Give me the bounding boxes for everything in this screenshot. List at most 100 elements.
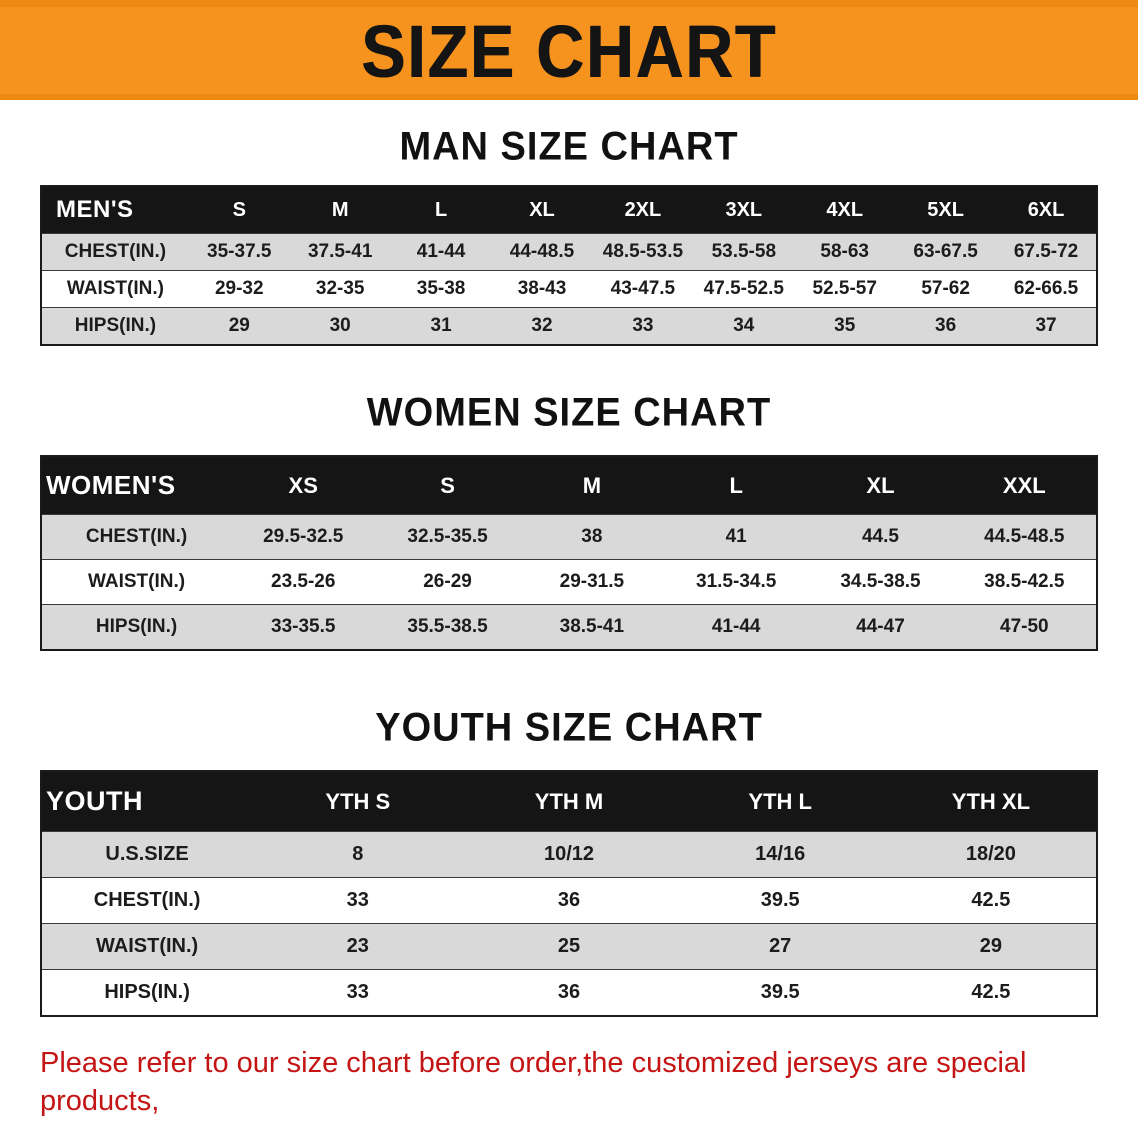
youth-value-cell: 25 — [463, 923, 675, 970]
mens-value-cell: 62-66.5 — [996, 270, 1097, 308]
womens-table-row: HIPS(IN.) 33-35.5 35.5-38.5 38.5-41 41-44 44-… — [41, 604, 1097, 650]
mens-table-row: CHEST(IN.) 35-37.5 37.5-41 41-44 44-48.5 48.5… — [41, 233, 1097, 271]
mens-value-cell: 36 — [895, 307, 997, 345]
notice-line-2: we don't accept cancel, change, teturn o… — [40, 1128, 1098, 1132]
mens-value-cell: 67.5-72 — [996, 233, 1097, 271]
mens-section: MAN SIZE CHART MEN'S S M L XL 2XL 3XL 4XL 5XL 6XL C… — [40, 125, 1098, 346]
youth-value-cell: 18/20 — [885, 831, 1097, 878]
womens-table: WOMEN'S XS S M L XL XXL CHEST(IN.) 29.5-32.5 32.5… — [40, 455, 1098, 651]
youth-size-header-cell: YTH M — [463, 771, 675, 832]
womens-value-cell: 33-35.5 — [231, 604, 376, 650]
youth-table: YOUTH YTH S YTH M YTH L YTH XL U.S.SIZE 8 10/12… — [40, 770, 1098, 1017]
mens-size-header-cell: 2XL — [592, 186, 694, 234]
youth-table-row: HIPS(IN.) 33 36 39.5 42.5 — [41, 969, 1097, 1016]
mens-size-header-cell: 6XL — [996, 186, 1097, 234]
mens-size-header-cell: L — [390, 186, 492, 234]
youth-header-row: YOUTH YTH S YTH M YTH L YTH XL — [41, 771, 1097, 832]
mens-value-cell: 38-43 — [491, 270, 593, 308]
womens-size-header-cell: XL — [808, 456, 953, 515]
mens-value-cell: 52.5-57 — [794, 270, 896, 308]
womens-value-cell: 34.5-38.5 — [808, 559, 953, 605]
youth-value-cell: 42.5 — [885, 969, 1097, 1016]
mens-value-cell: 32 — [491, 307, 593, 345]
mens-row-label-cell: WAIST(IN.) — [41, 270, 189, 308]
mens-value-cell: 48.5-53.5 — [592, 233, 694, 271]
youth-value-cell: 33 — [252, 969, 464, 1016]
mens-size-header-cell: M — [289, 186, 391, 234]
mens-table: MEN'S S M L XL 2XL 3XL 4XL 5XL 6XL CHEST(IN.) 35-37… — [40, 185, 1098, 346]
womens-value-cell: 41-44 — [664, 604, 809, 650]
mens-value-cell: 30 — [289, 307, 391, 345]
womens-row-label-cell: CHEST(IN.) — [41, 514, 232, 560]
womens-value-cell: 38.5-42.5 — [952, 559, 1097, 605]
youth-row-label-cell: U.S.SIZE — [41, 831, 253, 878]
womens-heading: WOMEN SIZE CHART — [366, 390, 772, 436]
youth-value-cell: 14/16 — [674, 831, 886, 878]
mens-value-cell: 32-35 — [289, 270, 391, 308]
womens-value-cell: 29-31.5 — [519, 559, 665, 605]
youth-row-label-cell: WAIST(IN.) — [41, 923, 253, 970]
youth-value-cell: 36 — [463, 969, 675, 1016]
youth-value-cell: 29 — [885, 923, 1097, 970]
mens-value-cell: 35 — [794, 307, 896, 345]
mens-table-title-cell: MEN'S — [41, 186, 189, 234]
mens-value-cell: 31 — [390, 307, 492, 345]
womens-row-label-cell: HIPS(IN.) — [41, 604, 232, 650]
youth-row-label-cell: CHEST(IN.) — [41, 877, 253, 924]
youth-value-cell: 33 — [252, 877, 464, 924]
womens-value-cell: 26-29 — [375, 559, 520, 605]
womens-value-cell: 32.5-35.5 — [375, 514, 520, 560]
mens-value-cell: 29-32 — [188, 270, 290, 308]
youth-table-row: CHEST(IN.) 33 36 39.5 42.5 — [41, 877, 1097, 924]
mens-value-cell: 34 — [693, 307, 795, 345]
mens-value-cell: 33 — [592, 307, 694, 345]
mens-header-row: MEN'S S M L XL 2XL 3XL 4XL 5XL 6XL — [41, 186, 1097, 234]
banner: SIZE CHART — [0, 0, 1138, 100]
mens-value-cell: 47.5-52.5 — [693, 270, 795, 308]
mens-value-cell: 44-48.5 — [491, 233, 593, 271]
womens-size-header-cell: S — [375, 456, 520, 515]
mens-value-cell: 35-37.5 — [188, 233, 290, 271]
youth-table-row: WAIST(IN.) 23 25 27 29 — [41, 923, 1097, 970]
footer-notice: Please refer to our size chart before or… — [0, 1045, 1138, 1132]
youth-size-header-cell: YTH L — [674, 771, 886, 832]
mens-size-header-cell: S — [188, 186, 290, 234]
mens-value-cell: 37.5-41 — [289, 233, 391, 271]
mens-value-cell: 35-38 — [390, 270, 492, 308]
notice-line-1: Please refer to our size chart before or… — [40, 1047, 1027, 1117]
womens-value-cell: 38 — [519, 514, 665, 560]
womens-value-cell: 41 — [664, 514, 809, 560]
womens-size-header-cell: M — [519, 456, 665, 515]
womens-header-row: WOMEN'S XS S M L XL XXL — [41, 456, 1097, 515]
mens-value-cell: 29 — [188, 307, 290, 345]
youth-size-header-cell: YTH S — [252, 771, 464, 832]
womens-table-row: WAIST(IN.) 23.5-26 26-29 29-31.5 31.5-34.5 34… — [41, 559, 1097, 605]
youth-heading: YOUTH SIZE CHART — [375, 705, 763, 751]
womens-size-header-cell: XXL — [952, 456, 1097, 515]
womens-value-cell: 35.5-38.5 — [375, 604, 520, 650]
mens-size-header-cell: 5XL — [895, 186, 997, 234]
womens-row-label-cell: WAIST(IN.) — [41, 559, 232, 605]
youth-table-row: U.S.SIZE 8 10/12 14/16 18/20 — [41, 831, 1097, 878]
youth-size-header-cell: YTH XL — [885, 771, 1097, 832]
mens-table-row: HIPS(IN.) 29 30 31 32 33 34 35 36 37 — [41, 307, 1097, 345]
mens-size-header-cell: XL — [491, 186, 593, 234]
womens-table-title-cell: WOMEN'S — [41, 456, 232, 515]
womens-value-cell: 38.5-41 — [519, 604, 665, 650]
chart-sections: MAN SIZE CHART MEN'S S M L XL 2XL 3XL 4XL 5XL 6XL C… — [0, 125, 1138, 1017]
womens-table-row: CHEST(IN.) 29.5-32.5 32.5-35.5 38 41 44.5 44.5… — [41, 514, 1097, 560]
youth-value-cell: 8 — [252, 831, 464, 878]
womens-size-header-cell: L — [664, 456, 809, 515]
youth-row-label-cell: HIPS(IN.) — [41, 969, 253, 1016]
youth-value-cell: 39.5 — [674, 877, 886, 924]
mens-value-cell: 63-67.5 — [895, 233, 997, 271]
mens-value-cell: 57-62 — [895, 270, 997, 308]
mens-table-row: WAIST(IN.) 29-32 32-35 35-38 38-43 43-47.5 47.… — [41, 270, 1097, 308]
youth-section: YOUTH SIZE CHART YOUTH YTH S YTH M YTH L YTH … — [40, 705, 1098, 1017]
youth-value-cell: 42.5 — [885, 877, 1097, 924]
mens-value-cell: 41-44 — [390, 233, 492, 271]
mens-row-label-cell: CHEST(IN.) — [41, 233, 189, 271]
youth-value-cell: 39.5 — [674, 969, 886, 1016]
mens-size-header-cell: 3XL — [693, 186, 795, 234]
mens-value-cell: 58-63 — [794, 233, 896, 271]
